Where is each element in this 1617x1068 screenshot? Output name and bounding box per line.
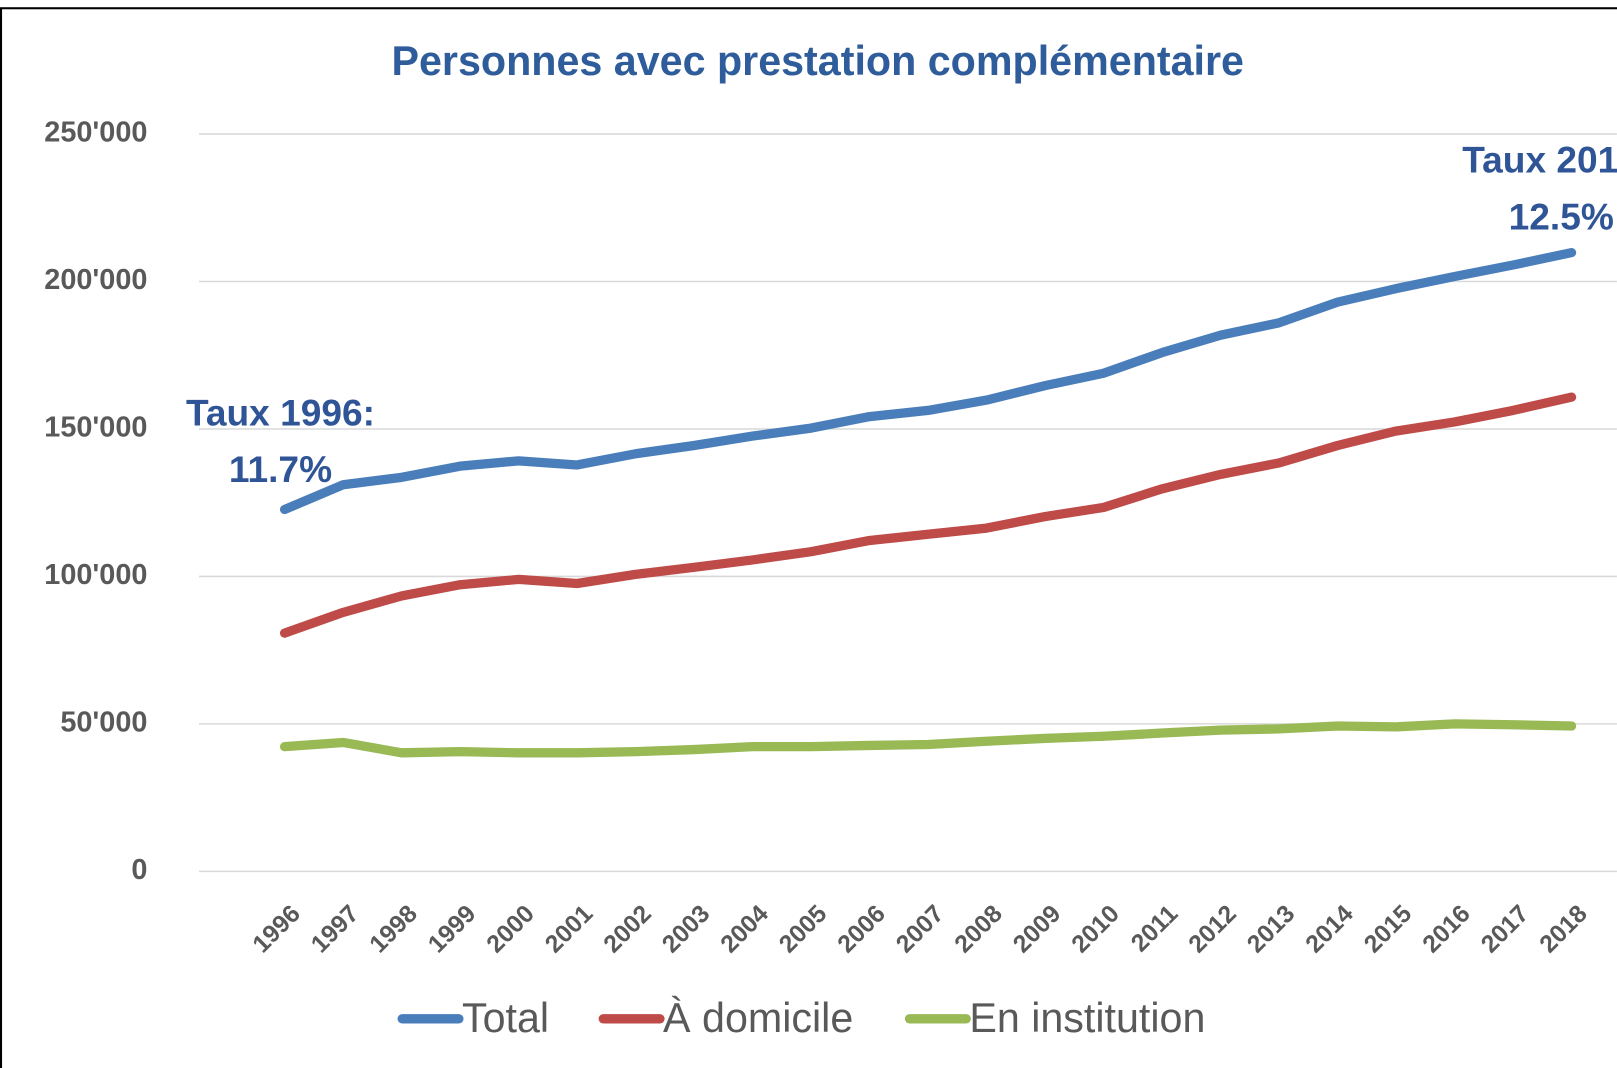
x-tick-label: 2002 <box>599 900 657 958</box>
y-tick-label: 100'000 <box>44 559 147 591</box>
x-tick-label: 2013 <box>1242 900 1300 958</box>
x-tick-label: 2001 <box>540 900 598 958</box>
series-line <box>279 392 1577 638</box>
chart-border <box>0 7 1617 1068</box>
series-line <box>279 247 1577 515</box>
x-tick-label: 2010 <box>1067 900 1125 958</box>
x-tick-label: 2007 <box>891 900 949 958</box>
x-tick-label: 2014 <box>1301 900 1359 958</box>
y-tick-label: 0 <box>131 854 147 886</box>
x-tick-label: 2003 <box>657 900 715 958</box>
annotation: Taux 2018: <box>1462 139 1617 181</box>
x-tick-label: 1996 <box>248 900 306 958</box>
x-tick-label: 2015 <box>1359 900 1417 958</box>
x-tick-label: 2018 <box>1535 900 1593 958</box>
annotation: 11.7% <box>229 448 332 490</box>
legend-label: En institution <box>969 995 1205 1041</box>
x-tick-label: 2011 <box>1126 900 1183 957</box>
legend-label: Total <box>462 995 549 1041</box>
x-tick-label: 1999 <box>423 900 481 958</box>
annotation: Taux 1996: <box>186 391 375 433</box>
y-tick-label: 250'000 <box>44 117 147 149</box>
x-tick-label: 2004 <box>716 900 774 958</box>
annotation: 12.5% <box>1509 195 1614 237</box>
x-tick-label: 1998 <box>365 900 423 958</box>
series-line <box>279 719 1577 758</box>
y-tick-label: 200'000 <box>44 264 147 296</box>
chart-area: Personnes avec prestation complémentaire… <box>0 7 1617 1068</box>
y-tick-label: 150'000 <box>44 412 147 444</box>
x-tick-label: 1997 <box>306 900 364 958</box>
y-tick-label: 50'000 <box>60 707 147 739</box>
x-tick-label: 2005 <box>774 900 832 958</box>
x-tick-label: 2016 <box>1418 900 1476 958</box>
legend-label: À domicile <box>663 995 853 1041</box>
x-tick-label: 2000 <box>482 900 540 958</box>
x-tick-label: 2017 <box>1476 900 1534 958</box>
chart-title: Personnes avec prestation complémentaire <box>391 38 1244 84</box>
x-tick-label: 2009 <box>1008 900 1066 958</box>
x-tick-label: 2012 <box>1184 900 1242 958</box>
x-tick-label: 2008 <box>950 900 1008 958</box>
x-tick-label: 2006 <box>833 900 891 958</box>
